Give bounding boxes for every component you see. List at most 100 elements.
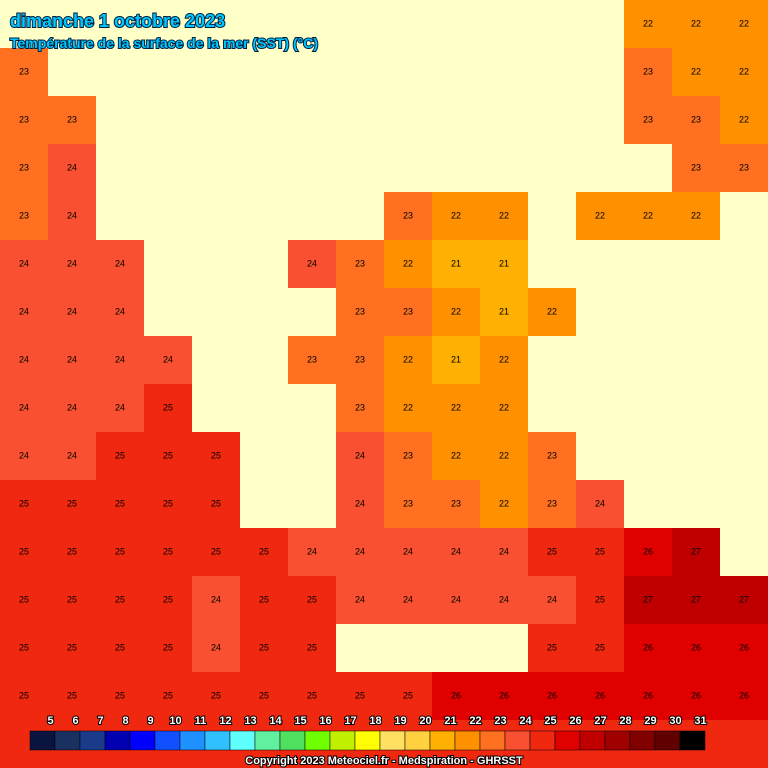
sst-value: 23 [19, 162, 29, 172]
sst-value: 27 [691, 594, 701, 604]
sst-value: 24 [115, 258, 125, 268]
sea-cell [96, 528, 144, 576]
colorbar-swatch [279, 730, 306, 751]
sea-cell [672, 672, 720, 720]
colorbar-label: 24 [519, 715, 532, 727]
sst-value: 25 [259, 690, 269, 700]
sst-value: 25 [355, 690, 365, 700]
colorbar: 5 6 7 8 9 10 11 12 13 14 15 16 17 18 19 20 21 22 23 24 25 26 2… [29, 714, 708, 751]
sst-value: 21 [499, 258, 509, 268]
sea-cell [0, 672, 48, 720]
sst-value: 27 [643, 594, 653, 604]
sst-value: 23 [691, 162, 701, 172]
sea-cell [144, 480, 192, 528]
sea-cell [432, 288, 480, 336]
sst-value: 25 [547, 642, 557, 652]
sst-value: 25 [595, 642, 605, 652]
sea-cell [240, 624, 288, 672]
sea-cell [192, 480, 240, 528]
sst-value: 23 [355, 258, 365, 268]
sst-value: 22 [691, 210, 701, 220]
sst-value: 24 [67, 450, 77, 460]
colorbar-swatch [129, 730, 156, 751]
sea-cell [384, 576, 432, 624]
sea-cell [336, 528, 384, 576]
sst-value: 25 [115, 594, 125, 604]
sst-value: 22 [451, 306, 461, 316]
sst-value: 25 [163, 594, 173, 604]
sst-value: 23 [547, 498, 557, 508]
sst-value: 25 [547, 546, 557, 556]
sea-cell [48, 528, 96, 576]
sst-value: 25 [67, 498, 77, 508]
sst-value: 25 [67, 546, 77, 556]
sea-cell [0, 528, 48, 576]
sst-value: 23 [355, 354, 365, 364]
sst-value: 23 [643, 66, 653, 76]
sea-cell [0, 144, 48, 192]
sst-value: 22 [403, 354, 413, 364]
sea-cell [672, 96, 720, 144]
sst-value: 25 [163, 450, 173, 460]
sst-value: 24 [67, 306, 77, 316]
sst-value: 25 [115, 690, 125, 700]
sea-cell [432, 432, 480, 480]
sst-value: 24 [451, 546, 461, 556]
sea-cell [336, 240, 384, 288]
sst-value: 22 [499, 450, 509, 460]
sea-cell [144, 384, 192, 432]
sea-cell [144, 624, 192, 672]
sea-cell [0, 192, 48, 240]
sea-cell [192, 576, 240, 624]
sea-cell [96, 576, 144, 624]
sea-cell [48, 672, 96, 720]
sst-value: 24 [67, 258, 77, 268]
sst-value: 25 [259, 594, 269, 604]
sea-cell [0, 624, 48, 672]
sea-cell [720, 48, 768, 96]
sst-value: 25 [115, 642, 125, 652]
sst-value: 22 [451, 402, 461, 412]
sst-value: 22 [643, 210, 653, 220]
sst-value: 23 [19, 114, 29, 124]
sea-cell [48, 96, 96, 144]
sst-value: 26 [739, 642, 749, 652]
sea-cell [384, 240, 432, 288]
sst-value: 27 [691, 546, 701, 556]
sea-cell [336, 480, 384, 528]
sst-value: 25 [211, 450, 221, 460]
sea-cell [144, 672, 192, 720]
sst-value: 22 [499, 354, 509, 364]
sea-cell [384, 288, 432, 336]
sea-cell [528, 432, 576, 480]
sea-cell [144, 576, 192, 624]
title: dimanche 1 octobre 2023 [10, 11, 225, 31]
colorbar-swatch [354, 730, 381, 751]
sea-cell [576, 624, 624, 672]
sst-value: 25 [19, 498, 29, 508]
colorbar-label: 10 [169, 715, 181, 727]
sea-cell [48, 288, 96, 336]
colorbar-label: 14 [269, 715, 282, 727]
sea-cell [240, 528, 288, 576]
sea-cell [96, 384, 144, 432]
sst-value: 25 [163, 642, 173, 652]
sst-value: 25 [595, 546, 605, 556]
colorbar-swatch [629, 730, 656, 751]
sea-cell [624, 48, 672, 96]
sea-cell [96, 288, 144, 336]
sst-value: 27 [739, 594, 749, 604]
sst-value: 23 [67, 114, 77, 124]
sst-value: 24 [115, 402, 125, 412]
colorbar-swatch [404, 730, 431, 751]
colorbar-label: 30 [669, 715, 681, 727]
sea-cell [720, 624, 768, 672]
sea-cell [528, 624, 576, 672]
sea-cell [48, 576, 96, 624]
sea-cell [288, 672, 336, 720]
sst-value: 26 [547, 690, 557, 700]
colorbar-label: 23 [494, 715, 506, 727]
sst-value: 24 [355, 450, 365, 460]
sst-value: 25 [163, 690, 173, 700]
